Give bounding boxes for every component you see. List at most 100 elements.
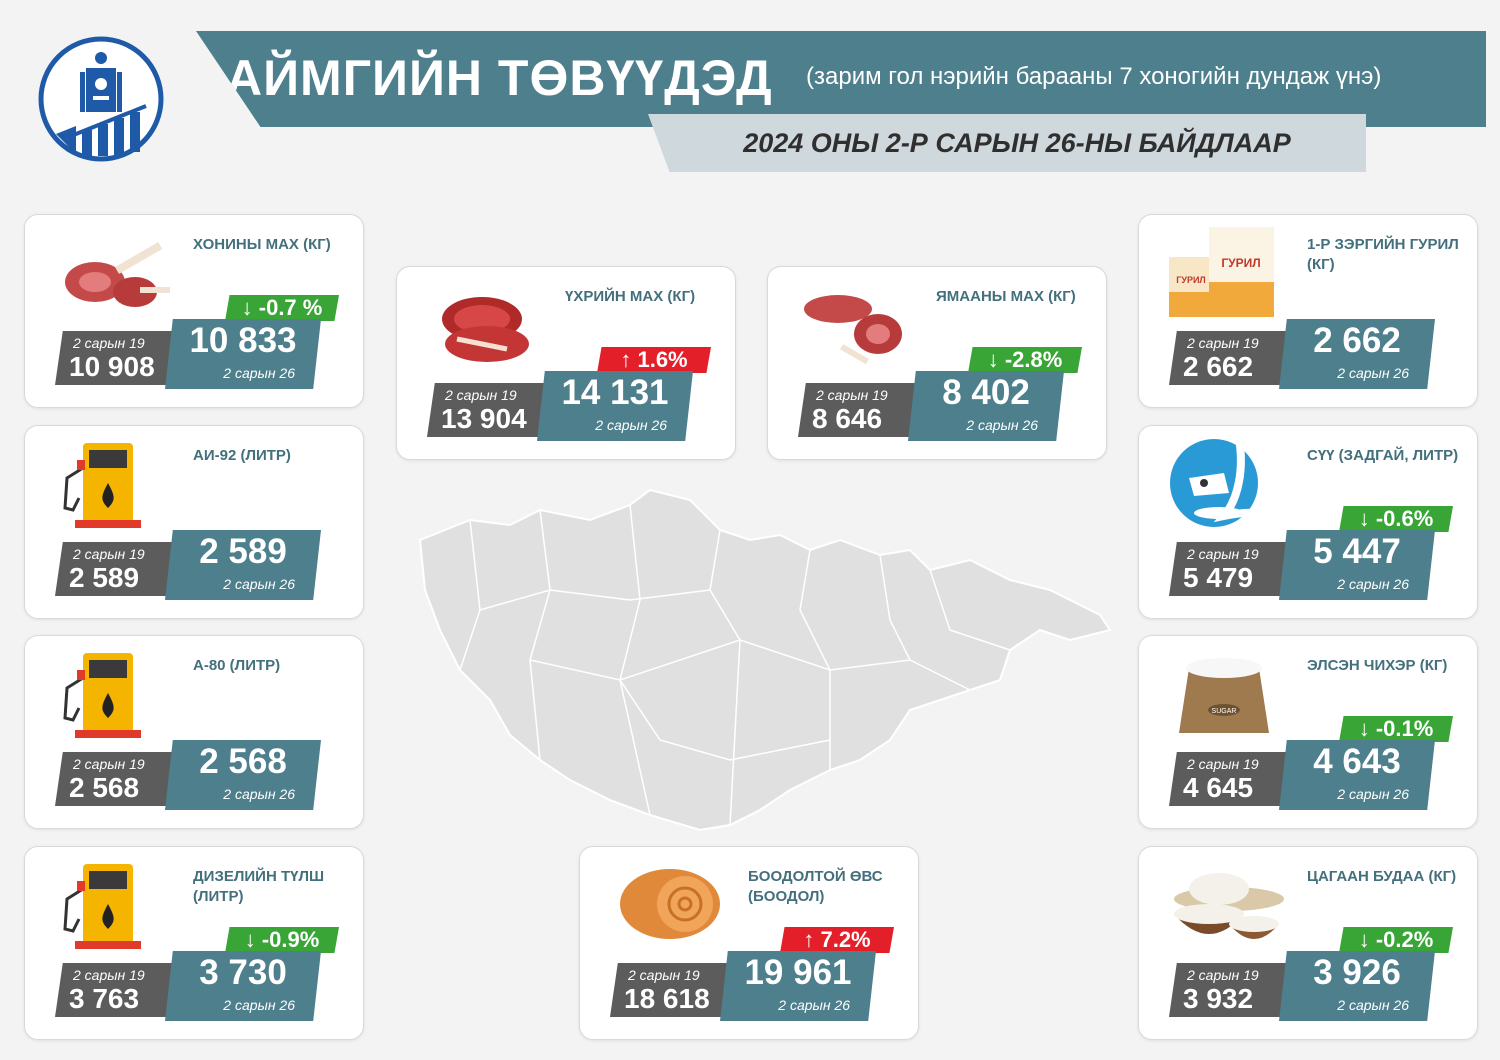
price-card-milk: СҮҮ (ЗАДГАЙ, ЛИТР) ↓ -0.6% 2 сарын 19 5 … — [1138, 425, 1478, 619]
previous-price-box: 2 сарын 19 2 568 — [55, 752, 185, 806]
change-badge: ↓ -2.8% — [968, 347, 1082, 373]
a80-icon — [55, 648, 175, 738]
previous-price: 4 645 — [1183, 772, 1254, 803]
rice-icon — [1169, 859, 1289, 949]
price-card-mutton: ХОНИНЫ МАХ (КГ) ↓ -0.7 % 2 сарын 19 10 9… — [24, 214, 364, 408]
product-name: 1-Р ЗЭРГИЙН ГУРИЛ (КГ) — [1307, 236, 1459, 273]
previous-price: 3 763 — [69, 983, 140, 1014]
previous-date-label: 2 сарын 19 — [445, 387, 517, 403]
milk-icon — [1169, 437, 1289, 528]
diesel-icon — [55, 859, 175, 949]
ai92-icon — [55, 438, 175, 528]
previous-price: 3 932 — [1183, 983, 1254, 1014]
current-price: 4 643 — [1313, 742, 1401, 781]
price-card-rice: ЦАГААН БУДАА (КГ) ↓ -0.2% 2 сарын 19 3 9… — [1138, 846, 1478, 1040]
price-card-beef: ҮХРИЙН МАХ (КГ) ↑ 1.6% 2 сарын 19 13 904… — [396, 266, 736, 460]
hay-icon — [610, 859, 730, 949]
product-name: ЯМААНЫ МАХ (КГ) — [936, 288, 1076, 305]
current-price-box: 3 730 2 сарын 26 — [165, 951, 321, 1021]
mongolia-map — [410, 480, 1120, 840]
current-price-box: 8 402 2 сарын 26 — [908, 371, 1064, 441]
current-price: 2 568 — [199, 742, 287, 781]
current-price: 10 833 — [189, 321, 297, 360]
current-date-label: 2 сарын 26 — [1337, 997, 1409, 1013]
previous-price: 5 479 — [1183, 562, 1254, 593]
previous-price-box: 2 сарын 19 8 646 — [798, 383, 928, 437]
current-price: 2 662 — [1313, 321, 1401, 360]
flour-icon: ГУРИЛ ГУРИЛ — [1169, 227, 1289, 317]
goat-icon — [798, 279, 918, 369]
change-badge: ↓ -0.1% — [1339, 716, 1453, 742]
current-date-label: 2 сарын 26 — [1337, 786, 1409, 802]
change-badge: ↑ 1.6% — [597, 347, 711, 373]
previous-price-box: 2 сарын 19 2 662 — [1169, 331, 1299, 385]
current-price: 19 961 — [744, 953, 852, 992]
current-date-label: 2 сарын 26 — [223, 365, 295, 381]
current-price-box: 2 662 2 сарын 26 — [1279, 319, 1435, 389]
previous-date-label: 2 сарын 19 — [73, 756, 145, 772]
previous-price-box: 2 сарын 19 3 932 — [1169, 963, 1299, 1017]
current-price-box: 3 926 2 сарын 26 — [1279, 951, 1435, 1021]
change-badge: ↓ -0.6% — [1339, 506, 1453, 532]
previous-date-label: 2 сарын 19 — [816, 387, 888, 403]
svg-text:ГУРИЛ: ГУРИЛ — [1176, 275, 1206, 285]
svg-text:SUGAR: SUGAR — [1212, 708, 1237, 715]
price-card-sugar: SUGAR ЭЛСЭН ЧИХЭР (КГ) ↓ -0.1% 2 сарын 1… — [1138, 635, 1478, 829]
product-name: ДИЗЕЛИЙН ТҮЛШ (ЛИТР) — [193, 868, 325, 905]
price-card-goat: ЯМААНЫ МАХ (КГ) ↓ -2.8% 2 сарын 19 8 646… — [767, 266, 1107, 460]
current-date-label: 2 сарын 26 — [223, 786, 295, 802]
change-badge: ↓ -0.7 % — [225, 295, 339, 321]
previous-price-box: 2 сарын 19 4 645 — [1169, 752, 1299, 806]
change-badge: ↑ 7.2% — [780, 927, 894, 953]
svg-text:ГУРИЛ: ГУРИЛ — [1221, 256, 1260, 270]
soyombo-logo — [36, 34, 166, 164]
current-price-box: 14 131 2 сарын 26 — [537, 371, 693, 441]
current-price: 3 730 — [199, 953, 287, 992]
previous-price-box: 2 сарын 19 10 908 — [55, 331, 185, 385]
previous-price: 2 662 — [1183, 351, 1254, 382]
previous-price: 2 568 — [69, 772, 140, 803]
previous-price-box: 2 сарын 19 5 479 — [1169, 542, 1299, 596]
current-date-label: 2 сарын 26 — [223, 576, 295, 592]
previous-price-box: 2 сарын 19 18 618 — [610, 963, 740, 1017]
current-date-label: 2 сарын 26 — [778, 997, 850, 1013]
previous-price-box: 2 сарын 19 13 904 — [427, 383, 557, 437]
current-price-box: 2 589 2 сарын 26 — [165, 530, 321, 600]
current-price-box: 4 643 2 сарын 26 — [1279, 740, 1435, 810]
current-price: 2 589 — [199, 532, 287, 571]
current-date-label: 2 сарын 26 — [595, 417, 667, 433]
change-badge: ↓ -0.9% — [225, 927, 339, 953]
previous-price: 10 908 — [69, 351, 155, 382]
header-banner: АЙМГИЙН ТӨВҮҮДЭД (зарим гол нэрийн бараа… — [196, 31, 1486, 127]
product-name: ЭЛСЭН ЧИХЭР (КГ) — [1307, 657, 1448, 674]
previous-date-label: 2 сарын 19 — [1187, 546, 1259, 562]
previous-price: 2 589 — [69, 562, 140, 593]
current-price: 3 926 — [1313, 953, 1401, 992]
page-subtitle: (зарим гол нэрийн барааны 7 хоногийн дун… — [806, 63, 1382, 90]
product-name: СҮҮ (ЗАДГАЙ, ЛИТР) — [1307, 447, 1459, 464]
product-name: ХОНИНЫ МАХ (КГ) — [193, 236, 331, 253]
current-price: 14 131 — [561, 373, 669, 412]
product-name: А-80 (ЛИТР) — [193, 657, 281, 674]
current-price: 8 402 — [942, 373, 1030, 412]
current-date-label: 2 сарын 26 — [966, 417, 1038, 433]
current-date-label: 2 сарын 26 — [223, 997, 295, 1013]
previous-date-label: 2 сарын 19 — [1187, 335, 1259, 351]
product-name: АИ-92 (ЛИТР) — [193, 447, 291, 464]
previous-price-box: 2 сарын 19 3 763 — [55, 963, 185, 1017]
previous-date-label: 2 сарын 19 — [73, 546, 145, 562]
product-name: ЦАГААН БУДАА (КГ) — [1307, 868, 1457, 885]
previous-price: 13 904 — [441, 403, 527, 434]
price-card-ai92: АИ-92 (ЛИТР) 2 сарын 19 2 589 2 589 2 са… — [24, 425, 364, 619]
previous-date-label: 2 сарын 19 — [1187, 756, 1259, 772]
current-price-box: 10 833 2 сарын 26 — [165, 319, 321, 389]
previous-price: 18 618 — [624, 983, 710, 1014]
sugar-icon: SUGAR — [1169, 648, 1289, 738]
date-banner: 2024 ОНЫ 2-Р САРЫН 26-НЫ БАЙДЛААР — [648, 114, 1366, 172]
current-date-label: 2 сарын 26 — [1337, 365, 1409, 381]
beef-icon — [427, 279, 547, 369]
current-price-box: 5 447 2 сарын 26 — [1279, 530, 1435, 600]
mutton-icon — [55, 227, 175, 317]
current-price-box: 2 568 2 сарын 26 — [165, 740, 321, 810]
previous-date-label: 2 сарын 19 — [73, 335, 145, 351]
